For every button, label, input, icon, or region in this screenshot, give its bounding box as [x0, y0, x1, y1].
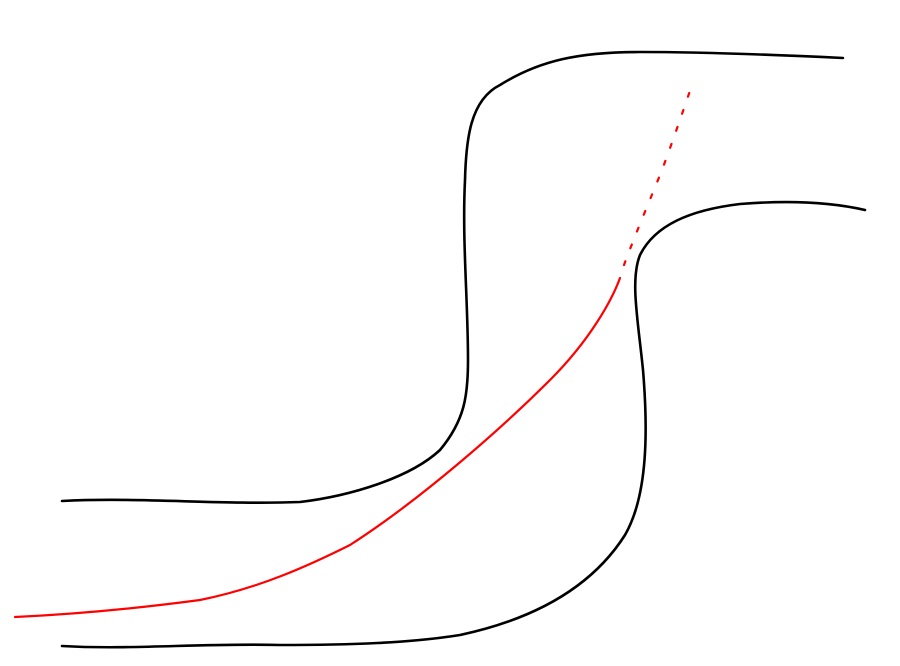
trajectory-line [13, 276, 622, 619]
inner-road-edge [60, 200, 867, 649]
outer-road-edge [60, 50, 845, 504]
